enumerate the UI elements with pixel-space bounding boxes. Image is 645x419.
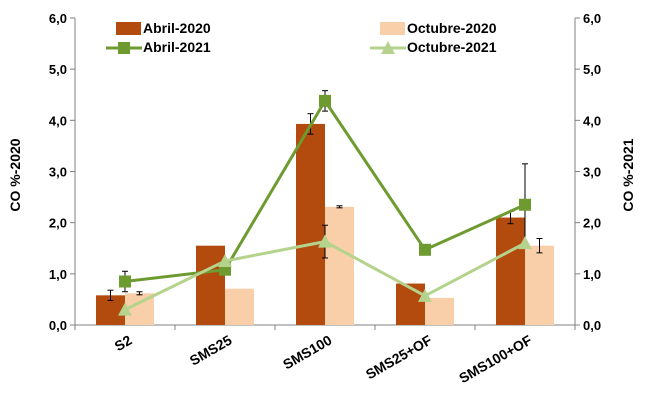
marker-Abril-2021 bbox=[319, 94, 331, 107]
bar-Abril-2020 bbox=[196, 245, 225, 325]
legend: Abril-2020 Octubre-2020 Abril-2021 Octubre-… bbox=[106, 20, 497, 55]
y-tick-label-right: 3,0 bbox=[583, 165, 601, 180]
legend-label: Abril-2021 bbox=[143, 39, 211, 55]
bar-Octubre-2020 bbox=[325, 206, 354, 325]
legend-marker-Octubre-2021 bbox=[381, 41, 395, 54]
marker-Octubre-2021 bbox=[218, 254, 232, 268]
y-tick-label-right: 0,0 bbox=[583, 318, 601, 333]
marker-Abril-2021 bbox=[119, 275, 131, 288]
y-tick-label-left: 3,0 bbox=[49, 165, 67, 180]
legend-label: Octubre-2021 bbox=[407, 39, 497, 55]
x-tick-label: S2 bbox=[112, 332, 135, 355]
y-tick-label-right: 5,0 bbox=[583, 62, 601, 77]
y-tick-label-right: 4,0 bbox=[583, 113, 601, 128]
legend-swatch-Abril-2020 bbox=[116, 22, 141, 35]
x-tick-label: SMS25 bbox=[187, 332, 235, 369]
marker-Abril-2021 bbox=[519, 198, 531, 211]
bars-layer bbox=[96, 113, 554, 325]
marker-Octubre-2021 bbox=[318, 234, 332, 248]
y-tick-label-left: 5,0 bbox=[49, 62, 67, 77]
y-tick-label-left: 6,0 bbox=[49, 11, 67, 26]
y-tick-label-left: 4,0 bbox=[49, 113, 67, 128]
bar-Abril-2020 bbox=[396, 283, 425, 325]
marker-Octubre-2021 bbox=[118, 302, 132, 316]
legend-label: Abril-2020 bbox=[143, 20, 211, 36]
legend-marker-Abril-2021 bbox=[118, 42, 130, 54]
lines-layer bbox=[118, 90, 532, 316]
bar-Octubre-2020 bbox=[425, 297, 454, 325]
bar-Abril-2020 bbox=[296, 123, 325, 325]
legend-swatch-Octubre-2020 bbox=[380, 22, 405, 35]
y-tick-label-right: 1,0 bbox=[583, 267, 601, 282]
bar-Octubre-2020 bbox=[525, 245, 554, 325]
x-tick-label: SMS100+OF bbox=[456, 332, 535, 387]
y-tick-label-left: 1,0 bbox=[49, 267, 67, 282]
marker-Octubre-2021 bbox=[518, 236, 532, 250]
marker-Octubre-2021 bbox=[418, 288, 432, 302]
x-tick-label: SMS100 bbox=[280, 332, 335, 373]
axes-layer: 0,0 0,0 1,0 1,0 2,0 2,0 3,0 3,0 4,0 4,0 5,0 5,0 6,0 6… bbox=[49, 11, 601, 386]
y-tick-label-left: 0,0 bbox=[49, 318, 67, 333]
x-tick-label: SMS25+OF bbox=[363, 332, 435, 383]
bar-Abril-2020 bbox=[496, 217, 525, 325]
y-axis-title-left: CO %-2020 bbox=[7, 138, 23, 211]
bar-Octubre-2020 bbox=[225, 288, 254, 325]
y-tick-label-left: 2,0 bbox=[49, 216, 67, 231]
y-tick-label-right: 2,0 bbox=[583, 216, 601, 231]
legend-label: Octubre-2020 bbox=[407, 20, 497, 36]
y-tick-label-right: 6,0 bbox=[583, 11, 601, 26]
y-axis-title-right: CO %-2021 bbox=[620, 138, 636, 211]
marker-Abril-2021 bbox=[419, 243, 431, 256]
